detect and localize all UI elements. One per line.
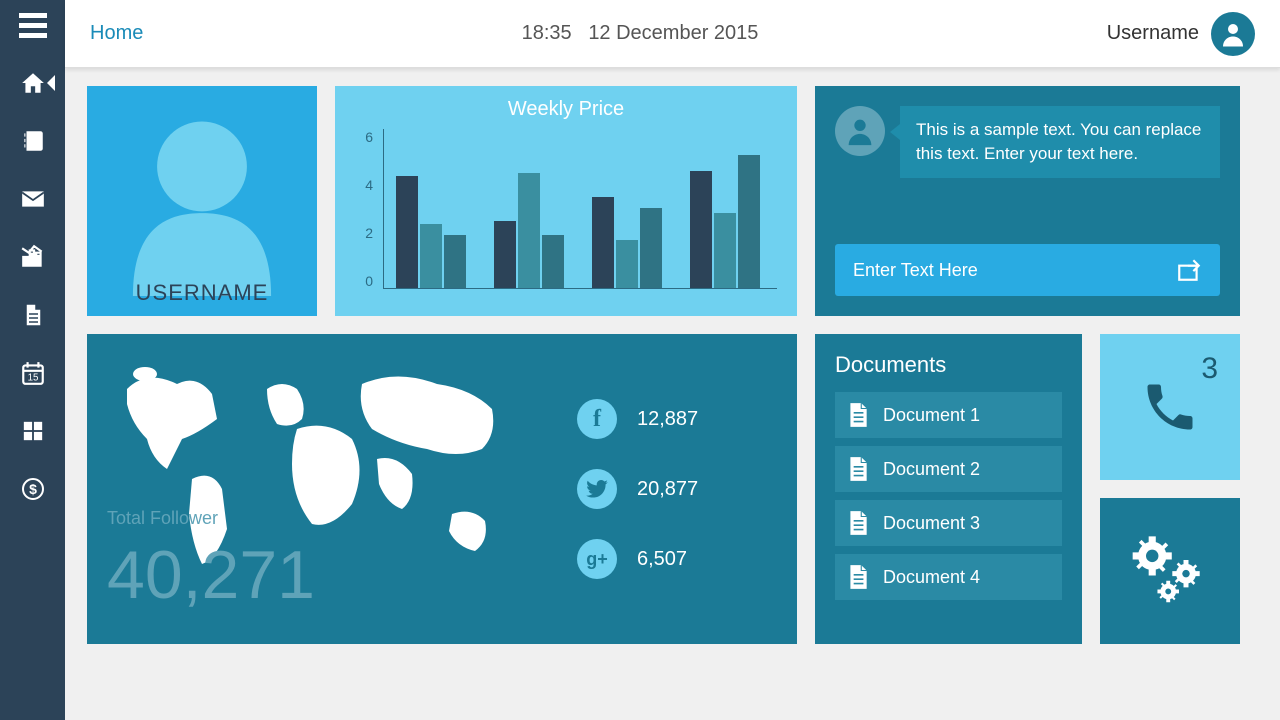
home-icon — [20, 70, 46, 96]
bar — [396, 176, 418, 288]
dollar-icon: $ — [21, 477, 45, 501]
input-placeholder: Enter Text Here — [853, 260, 978, 281]
nav-mail[interactable] — [18, 184, 48, 214]
y-axis: 6 4 2 0 — [355, 129, 373, 289]
svg-text:15: 15 — [27, 373, 38, 384]
facebook-icon: f — [577, 399, 617, 439]
addressbook-icon — [20, 128, 46, 154]
message-bubble: This is a sample text. You can replace t… — [900, 106, 1220, 178]
bar — [714, 213, 736, 288]
chart-title: Weekly Price — [355, 98, 777, 121]
date-value: 12 December 2015 — [588, 22, 758, 44]
social-twitter[interactable]: 20,877 — [577, 469, 777, 509]
bar — [494, 221, 516, 288]
bars-container — [383, 129, 777, 289]
hamburger-icon — [19, 13, 47, 38]
username-label: Username — [1107, 22, 1199, 45]
bar — [690, 171, 712, 288]
doc-icon — [847, 510, 869, 536]
settings-card[interactable] — [1100, 498, 1240, 644]
bar — [592, 197, 614, 288]
bar — [640, 208, 662, 288]
twitter-icon — [577, 469, 617, 509]
facebook-count: 12,887 — [637, 408, 698, 431]
grid-icon — [22, 420, 44, 442]
menu-toggle[interactable] — [18, 10, 48, 40]
followers-card: Total Follower 40,271 f 12,887 20,877 — [87, 334, 797, 644]
sidebar: 15 $ — [0, 0, 65, 720]
message-card: This is a sample text. You can replace t… — [815, 86, 1240, 316]
gplus-icon: g+ — [577, 539, 617, 579]
svg-text:$: $ — [29, 481, 37, 497]
documents-card: Documents Document 1 Document 2 Document 3… — [815, 334, 1082, 644]
document-item[interactable]: Document 3 — [835, 500, 1062, 546]
calendar-icon: 15 — [20, 360, 46, 386]
time-value: 18:35 — [522, 22, 572, 44]
nav-billing[interactable]: $ — [18, 474, 48, 504]
nav-calendar[interactable]: 15 — [18, 358, 48, 388]
bar-group — [592, 197, 662, 288]
share-icon[interactable] — [1176, 257, 1202, 283]
message-input[interactable]: Enter Text Here — [835, 244, 1220, 296]
topbar: Home 18:35 12 December 2015 Username — [65, 0, 1280, 68]
bar — [738, 155, 760, 288]
chart-icon — [20, 244, 46, 270]
nav-home[interactable] — [18, 68, 48, 98]
bar — [542, 235, 564, 288]
documents-title: Documents — [835, 352, 1062, 378]
doc-icon — [847, 456, 869, 482]
nav-analytics[interactable] — [18, 242, 48, 272]
document-icon — [21, 302, 45, 328]
weekly-price-chart: Weekly Price 6 4 2 0 — [335, 86, 797, 316]
user-area[interactable]: Username — [1107, 12, 1255, 56]
gears-icon — [1125, 531, 1215, 611]
bar — [518, 173, 540, 288]
document-item[interactable]: Document 1 — [835, 392, 1062, 438]
phone-badge: 3 — [1201, 352, 1218, 386]
mail-icon — [20, 189, 46, 209]
phone-card[interactable]: 3 — [1100, 334, 1240, 480]
profile-name: USERNAME — [136, 280, 269, 306]
message-avatar-icon — [835, 106, 885, 156]
twitter-count: 20,877 — [637, 478, 698, 501]
total-follower-value: 40,271 — [107, 536, 315, 614]
phone-icon — [1140, 377, 1200, 437]
user-silhouette-icon — [112, 106, 292, 296]
bar — [444, 235, 466, 288]
document-item[interactable]: Document 2 — [835, 446, 1062, 492]
home-link[interactable]: Home — [90, 22, 143, 45]
document-item[interactable]: Document 4 — [835, 554, 1062, 600]
bar-group — [396, 176, 466, 288]
nav-apps[interactable] — [18, 416, 48, 446]
nav-documents[interactable] — [18, 300, 48, 330]
bar — [616, 240, 638, 288]
bar — [420, 224, 442, 288]
total-follower-label: Total Follower — [107, 508, 218, 529]
doc-icon — [847, 402, 869, 428]
nav-contacts[interactable] — [18, 126, 48, 156]
doc-icon — [847, 564, 869, 590]
datetime: 18:35 12 December 2015 — [522, 22, 759, 45]
user-profile-card[interactable]: USERNAME — [87, 86, 317, 316]
gplus-count: 6,507 — [637, 548, 687, 571]
social-gplus[interactable]: g+ 6,507 — [577, 539, 777, 579]
avatar-icon — [1211, 12, 1255, 56]
bar-group — [494, 173, 564, 288]
social-facebook[interactable]: f 12,887 — [577, 399, 777, 439]
bar-group — [690, 155, 760, 288]
